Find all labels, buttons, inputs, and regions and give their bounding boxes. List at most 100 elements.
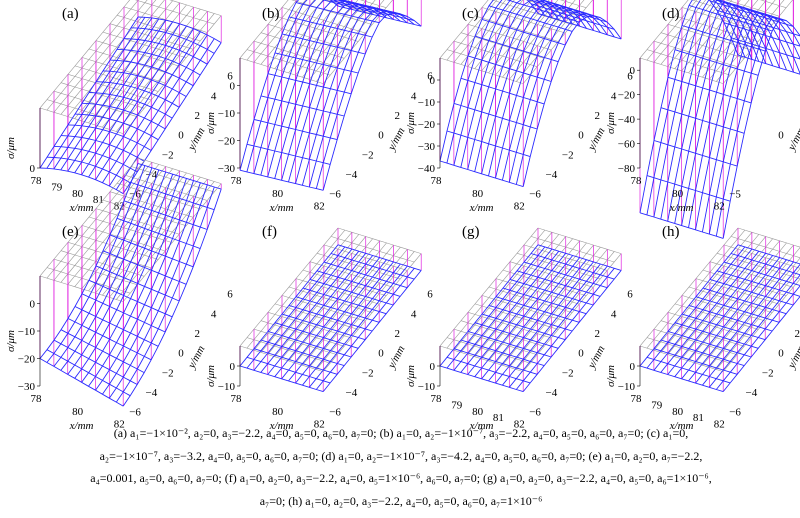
surface-mesh-line: [321, 0, 387, 16]
surface-mesh-line: [274, 52, 359, 74]
surface-mesh-line: [716, 9, 800, 37]
surface-mesh-line: [67, 318, 152, 361]
x-tick-label: 79: [51, 181, 63, 193]
panel-letter: (g): [462, 224, 480, 240]
y-tick-label: 4: [411, 90, 417, 102]
surface-mesh-line: [639, 365, 724, 393]
reference-grid-line: [116, 15, 201, 42]
panel-letter: (a): [62, 6, 79, 22]
surface-mesh-line: [528, 0, 587, 18]
surface-mesh-line: [95, 81, 180, 108]
surface-mesh-line: [46, 156, 131, 184]
surface-mesh-line: [137, 163, 222, 190]
surface-mesh-line: [723, 261, 800, 286]
surface-mesh-line: [460, 339, 545, 367]
surface-mesh-line: [660, 339, 745, 367]
y-tick-label: 2: [395, 110, 401, 122]
x-axis-label: x/mm: [269, 202, 294, 214]
z-tick-label: −40: [618, 114, 636, 126]
surface-mesh-line: [495, 6, 594, 179]
surface-mesh-line: [246, 356, 331, 384]
reference-grid-line: [646, 337, 731, 364]
surface-mesh-line: [653, 348, 738, 375]
reference-grid-line: [102, 31, 187, 58]
surface-mesh-line: [537, 244, 622, 271]
reference-grid-line: [60, 82, 145, 109]
surface-mesh-line: [274, 322, 359, 349]
reference-grid-line: [646, 49, 731, 76]
y-tick-label: −2: [162, 149, 174, 161]
x-tick-label: 78: [431, 175, 443, 187]
reference-grid-line: [60, 250, 145, 277]
surface-mesh-line: [137, 16, 222, 43]
z-tick-label: −80: [618, 163, 636, 175]
surface-mesh-line: [723, 22, 800, 47]
x-tick-label: 80: [672, 406, 684, 418]
z-tick-label: 0: [630, 361, 636, 373]
caption-line: a₄=0.001, a₅=0, a₆=0, a₇=0; (f) a₁=0, a₂…: [90, 471, 712, 485]
reference-grid-line: [522, 0, 594, 84]
reference-grid-line: [360, 0, 387, 8]
panel-g: 0 −10 σ/μm 6 4 2 0 −2 −4 −6 y/mm 78 79 80 81 82 x/mm (g): [400, 218, 633, 432]
y-tick-label: 6: [627, 71, 633, 83]
y-tick-label: 6: [427, 289, 433, 301]
y-tick-label: −6: [129, 407, 141, 419]
reference-grid-line: [560, 0, 587, 8]
surface-mesh-line: [239, 244, 339, 367]
x-tick-label: 82: [314, 419, 325, 431]
surface-mesh-line: [260, 339, 345, 367]
y-tick-label: 4: [211, 90, 217, 102]
y-tick-label: −4: [146, 387, 158, 399]
y-tick-label: −6: [729, 407, 741, 419]
surface-mesh-line: [67, 124, 152, 151]
z-axis-label: σ/μm: [605, 365, 617, 387]
surface-mesh-line: [267, 73, 352, 95]
surface-mesh-line: [439, 244, 539, 367]
surface-mesh-line: [446, 130, 531, 158]
x-tick-label: 78: [431, 393, 443, 405]
surface-mesh-line: [667, 330, 752, 358]
y-tick-label: 4: [411, 308, 417, 320]
surface-mesh-line: [130, 182, 215, 211]
reference-grid-line: [460, 320, 545, 347]
surface-mesh-line: [495, 296, 580, 323]
x-tick-label: 80: [472, 188, 484, 200]
surface-mesh-line: [88, 92, 173, 119]
surface-mesh-line: [488, 304, 573, 332]
y-tick-label: −2: [562, 149, 574, 161]
x-axis-label: x/mm: [469, 202, 494, 214]
reference-grid-line: [288, 286, 373, 313]
z-axis-label: σ/μm: [205, 365, 217, 387]
y-tick-label: −4: [346, 169, 358, 181]
z-axis-label: σ/μm: [5, 137, 17, 159]
surface-mesh-line: [316, 270, 401, 297]
x-axis-label: x/mm: [669, 202, 694, 214]
surface-mesh-line: [653, 140, 738, 167]
surface-mesh-line: [309, 278, 394, 306]
surface-mesh-line: [446, 356, 531, 384]
surface-mesh-line: [681, 25, 766, 52]
reference-grid-line: [239, 0, 289, 59]
y-tick-label: 2: [595, 328, 601, 340]
z-tick-label: −20: [618, 90, 636, 102]
reference-grid-line: [716, 253, 800, 280]
x-tick-label: 82: [514, 201, 525, 213]
y-tick-label: −6: [129, 189, 141, 201]
y-tick-label: 0: [378, 348, 384, 360]
x-tick-label: 82: [514, 419, 525, 431]
reference-grid-line: [688, 286, 773, 313]
x-tick-label: 80: [72, 406, 84, 418]
reference-grid-line: [322, 253, 422, 372]
surface-mesh-line: [74, 113, 159, 141]
y-tick-label: 2: [195, 110, 201, 122]
x-tick-label: 80: [72, 188, 84, 200]
reference-grid-line: [74, 65, 159, 92]
figure-caption: (a) a₁=−1×10⁻², a₂=0, a₃=−2.2, a₄=0, a₅=…: [10, 422, 792, 512]
y-tick-label: 2: [795, 328, 800, 340]
reference-grid-line: [88, 216, 173, 243]
surface-mesh-line: [530, 3, 615, 30]
y-tick-label: −2: [762, 367, 774, 379]
